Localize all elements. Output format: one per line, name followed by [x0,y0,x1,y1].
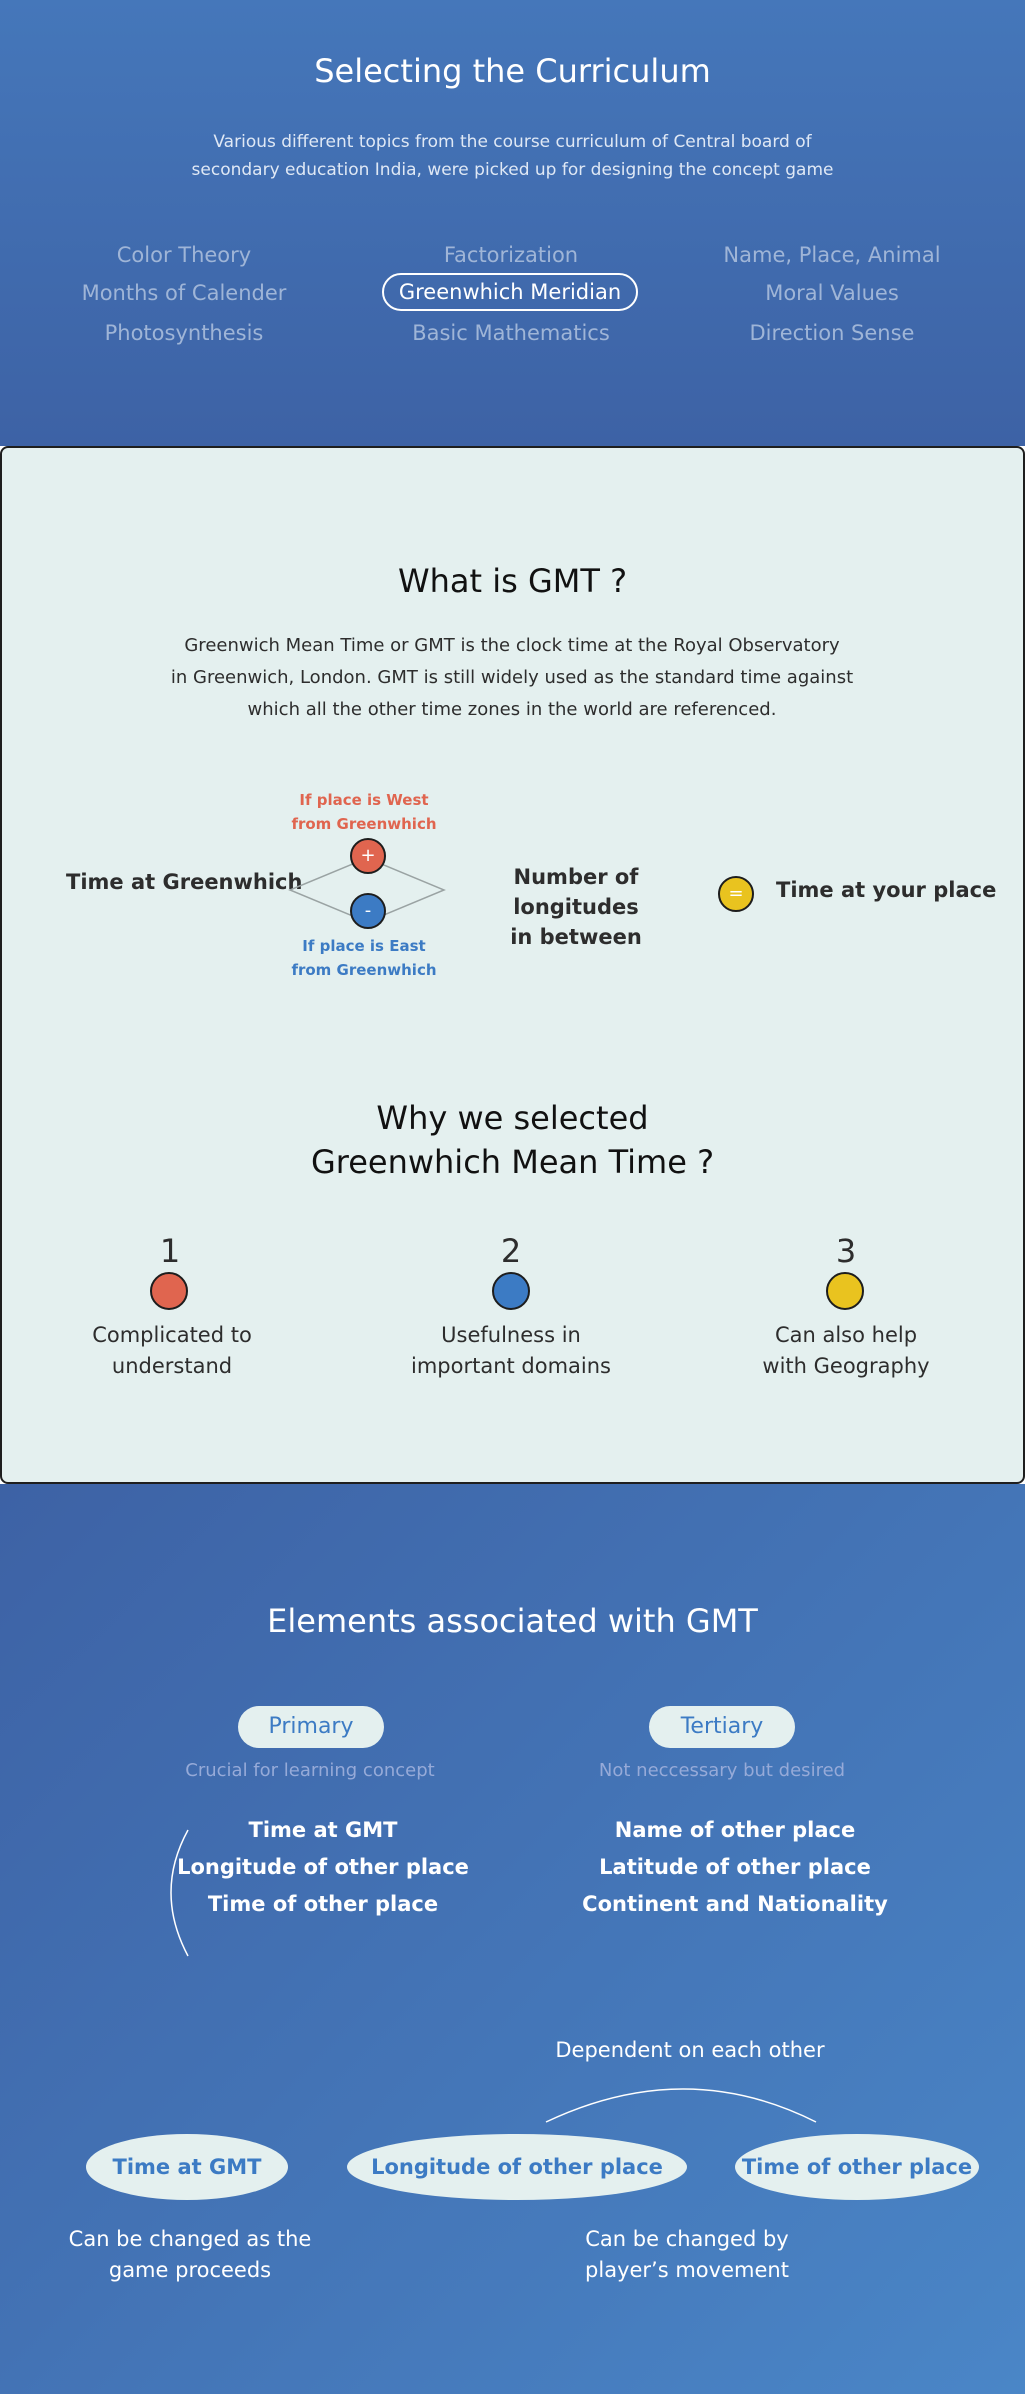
why-title-line: Greenwhich Mean Time ? [310,1143,715,1181]
east-line: from Greenwhich [291,961,437,979]
reason-line: with Geography [762,1354,930,1378]
note-game-proceeds: Can be changed as the game proceeds [40,2224,340,2286]
note-line: player’s movement [585,2258,789,2282]
middle-line: in between [510,925,642,949]
elements-title: Elements associated with GMT [267,1602,758,1640]
topic-photosynthesis: Photosynthesis [104,321,264,345]
east-condition-label: If place is East from Greenwhich [264,934,464,982]
note-line: Can be changed by [585,2227,789,2251]
topic-name-place-animal: Name, Place, Animal [723,243,941,267]
equals-icon: = [718,876,754,912]
topic-months-of-calender: Months of Calender [81,281,287,305]
gmt-card: What is GMT ? Greenwich Mean Time or GMT… [0,446,1025,1484]
primary-pill: Primary [238,1706,384,1748]
reason-text: Complicated to understand [44,1320,300,1382]
reason-line: Usefulness in [441,1323,581,1347]
desc-line: Greenwich Mean Time or GMT is the clock … [184,635,840,656]
formula-left-term: Time at Greenwhich [66,870,303,894]
west-line: If place is West [299,791,429,809]
reason-line: understand [111,1354,233,1378]
reason-dot-yellow [826,1272,864,1310]
east-line: If place is East [302,937,426,955]
middle-line: Number of longitudes [513,865,639,919]
west-line: from Greenwhich [291,815,437,833]
oval-time-at-gmt: Time at GMT [86,2134,288,2200]
primary-item: Longitude of other place [177,1855,469,1879]
reason-line: important domains [410,1354,611,1378]
curriculum-section: Selecting the Curriculum Various differe… [0,0,1025,446]
intro-line: Various different topics from the course… [213,132,812,152]
reason-line: Complicated to [92,1323,252,1347]
gmt-description: Greenwich Mean Time or GMT is the clock … [162,630,862,726]
note-line: game proceeds [108,2258,272,2282]
tertiary-list: Name of other place Latitude of other pl… [535,1812,935,1923]
reason-text: Can also help with Geography [718,1320,974,1382]
topic-moral-values: Moral Values [765,281,899,305]
tertiary-subtitle: Not neccessary but desired [598,1760,846,1781]
curriculum-intro: Various different topics from the course… [180,128,845,184]
plus-icon: + [350,838,386,874]
diamond-connector [288,857,446,923]
tertiary-item: Latitude of other place [599,1855,871,1879]
curriculum-title: Selecting the Curriculum [314,52,711,90]
topic-color-theory: Color Theory [116,243,252,267]
west-condition-label: If place is West from Greenwhich [264,788,464,836]
gmt-title: What is GMT ? [397,562,628,600]
primary-list: Time at GMT Longitude of other place Tim… [123,1812,523,1923]
elements-section: Elements associated with GMT Primary Cru… [0,1484,1025,2394]
topic-basic-mathematics: Basic Mathematics [412,321,610,345]
reason-text: Usefulness in important domains [382,1320,640,1382]
topic-greenwhich-meridian: Greenwhich Meridian [398,280,622,304]
dependent-label: Dependent on each other [555,2038,825,2062]
tertiary-pill: Tertiary [649,1706,795,1748]
topic-direction-sense: Direction Sense [749,321,915,345]
oval-time-of-other-place: Time of other place [735,2134,979,2200]
intro-line: secondary education India, were picked u… [191,160,834,180]
dependent-arc [545,2088,817,2123]
reason-dot-red [150,1272,188,1310]
primary-bracket [170,1829,189,1957]
minus-icon: - [350,893,386,929]
tertiary-item: Continent and Nationality [582,1892,888,1916]
desc-line: in Greenwich, London. GMT is still widel… [170,667,854,688]
reason-number: 3 [835,1232,857,1270]
note-line: Can be changed as the [68,2227,312,2251]
note-player-movement: Can be changed by player’s movement [537,2224,837,2286]
primary-item: Time of other place [207,1892,439,1916]
primary-item: Time at GMT [248,1818,398,1842]
oval-longitude-of-other-place: Longitude of other place [347,2134,687,2200]
selected-topic-highlight [382,273,638,311]
desc-line: which all the other time zones in the wo… [247,699,777,720]
formula-middle-term: Number of longitudes in between [456,862,696,952]
why-title: Why we selected Greenwhich Mean Time ? [2,1096,1023,1184]
tertiary-item: Name of other place [614,1818,856,1842]
reason-number: 2 [500,1232,522,1270]
reason-dot-blue [492,1272,530,1310]
reason-number: 1 [159,1232,181,1270]
reason-line: Can also help [774,1323,918,1347]
primary-subtitle: Crucial for learning concept [185,1760,435,1781]
topic-factorization: Factorization [443,243,579,267]
formula-right-term: Time at your place [776,878,997,902]
why-title-line: Why we selected [376,1099,649,1137]
